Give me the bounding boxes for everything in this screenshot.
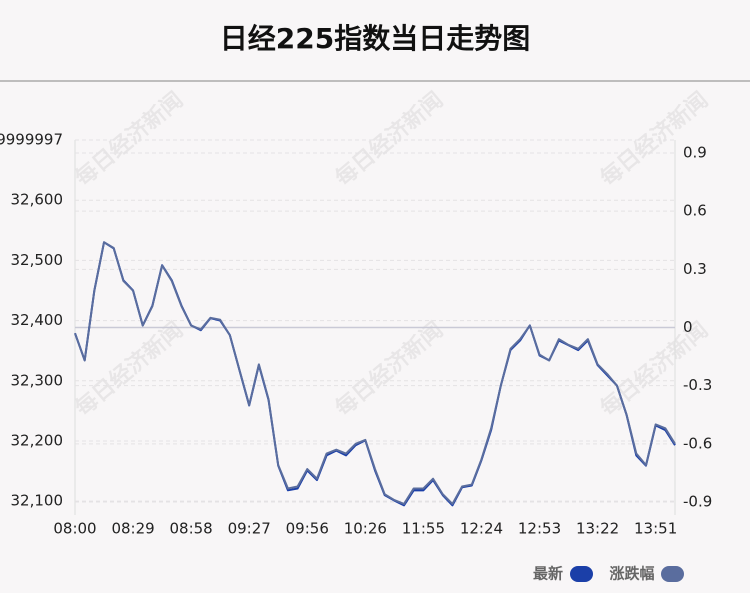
x-tick-label: 08:58 [170,520,213,538]
legend-swatch [570,566,593,582]
x-tick-label: 09:56 [286,520,329,538]
y-tick-label: 32,300 [11,371,64,389]
legend-label: 涨跌幅 [609,565,654,583]
y2-tick-label: 0.9 [683,143,707,161]
chart-title: 日经225指数当日走势图 [220,22,530,55]
watermark: 每日经济新闻 [70,87,188,192]
y-tick-label: 32,100 [11,492,64,510]
y-tick-label: 32,200 [11,431,64,449]
x-tick-label: 09:27 [228,520,271,538]
legend-label: 最新 [533,565,563,583]
y2-tick-label: 0.3 [683,260,707,278]
watermark: 每日经济新闻 [330,317,448,422]
series-line [74,241,676,505]
y2-tick-label: 0 [683,318,693,336]
y-tick-label: 32,400 [11,311,64,329]
x-tick-label: 13:51 [634,520,677,538]
y-tick-label: 32,600 [11,191,64,209]
y-tick-label: 32,500 [11,251,64,269]
y2-tick-label: -0.6 [683,434,712,452]
x-tick-label: 11:55 [402,520,445,538]
x-tick-label: 13:22 [576,520,619,538]
legend-swatch [661,566,684,582]
x-tick-label: 08:29 [111,520,154,538]
watermark: 每日经济新闻 [595,87,713,192]
x-tick-label: 12:24 [460,520,503,538]
watermark: 每日经济新闻 [330,87,448,192]
y2-tick-label: -0.3 [683,376,712,394]
x-tick-label: 08:00 [53,520,96,538]
y2-tick-label: 0.6 [683,202,707,220]
y2-tick-label: -0.9 [683,493,712,511]
x-tick-label: 12:53 [518,520,561,538]
y-tick-label: 9999997 [0,131,63,149]
x-tick-label: 10:26 [344,520,387,538]
watermark: 每日经济新闻 [595,317,713,422]
